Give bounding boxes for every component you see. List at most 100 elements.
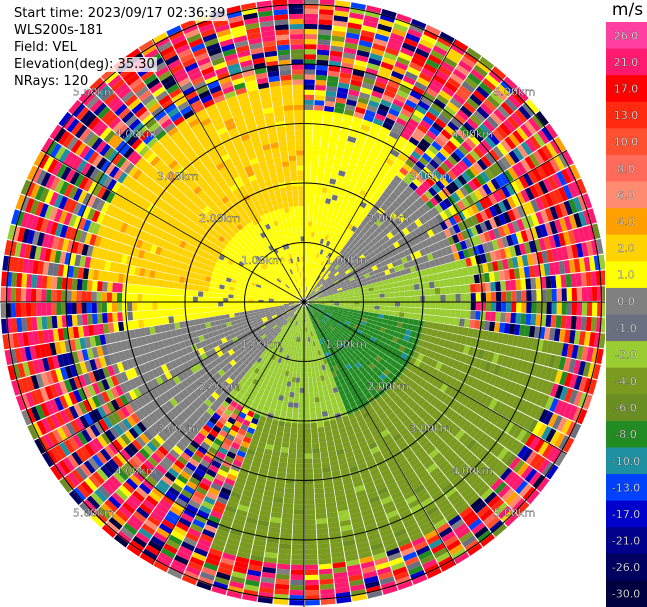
velocity-gate xyxy=(354,241,362,249)
velocity-gate xyxy=(174,459,186,470)
velocity-gate xyxy=(456,109,470,122)
velocity-gate xyxy=(311,371,316,378)
velocity-gate xyxy=(52,429,64,444)
velocity-gate xyxy=(221,514,234,524)
velocity-gate xyxy=(334,358,340,365)
velocity-gate xyxy=(378,341,386,348)
velocity-gate xyxy=(454,478,467,491)
velocity-gate xyxy=(101,391,111,404)
velocity-gate xyxy=(245,346,252,353)
velocity-gate xyxy=(368,441,378,450)
velocity-gate xyxy=(582,193,593,209)
velocity-gate xyxy=(199,393,208,403)
velocity-gate xyxy=(469,149,481,162)
velocity-gate xyxy=(265,417,273,425)
velocity-gate xyxy=(239,328,246,335)
velocity-gate xyxy=(357,224,365,232)
velocity-gate xyxy=(492,461,505,474)
velocity-gate xyxy=(377,23,393,33)
velocity-gate xyxy=(383,538,397,548)
velocity-gate xyxy=(373,286,379,291)
velocity-gate xyxy=(131,439,143,451)
velocity-gate xyxy=(391,126,402,136)
velocity-gate xyxy=(311,437,319,444)
velocity-gate xyxy=(525,433,537,448)
velocity-gate xyxy=(289,437,297,444)
velocity-gate xyxy=(253,354,260,361)
velocity-gate xyxy=(525,98,540,114)
velocity-gate xyxy=(402,162,412,172)
velocity-gate xyxy=(223,331,231,337)
velocity-gate xyxy=(120,526,135,540)
velocity-gate xyxy=(283,326,288,332)
velocity-gate xyxy=(503,470,517,484)
velocity-gate xyxy=(346,455,356,464)
velocity-gate xyxy=(367,490,379,499)
velocity-gate xyxy=(208,464,220,474)
velocity-gate xyxy=(349,276,355,282)
velocity-gate xyxy=(345,337,352,343)
velocity-gate xyxy=(375,396,384,405)
velocity-gate xyxy=(340,225,347,232)
velocity-gate xyxy=(335,325,341,331)
velocity-gate xyxy=(319,359,325,366)
velocity-gate xyxy=(172,501,186,513)
velocity-gate xyxy=(330,261,336,267)
velocity-gate xyxy=(503,76,518,91)
velocity-gate xyxy=(438,478,451,490)
velocity-gate xyxy=(373,509,386,519)
velocity-gate xyxy=(373,248,381,255)
velocity-gate xyxy=(304,337,307,343)
velocity-gate xyxy=(120,371,129,383)
velocity-gate xyxy=(225,335,232,342)
velocity-gate xyxy=(226,355,234,363)
velocity-gate xyxy=(505,436,517,450)
velocity-gate xyxy=(431,121,444,133)
velocity-gate xyxy=(327,362,333,369)
velocity-gate xyxy=(447,77,461,89)
velocity-gate xyxy=(317,166,325,173)
velocity-gate xyxy=(409,203,418,213)
velocity-gate xyxy=(524,349,532,362)
velocity-gate xyxy=(139,503,153,515)
velocity-gate xyxy=(124,392,134,404)
velocity-gate xyxy=(577,360,586,376)
velocity-gate xyxy=(151,487,165,499)
velocity-gate xyxy=(543,263,551,276)
velocity-gate xyxy=(247,569,262,577)
velocity-gate xyxy=(408,475,420,486)
velocity-gate xyxy=(35,404,46,420)
velocity-gate xyxy=(181,333,189,342)
velocity-gate xyxy=(370,166,380,175)
velocity-gate xyxy=(484,491,498,505)
velocity-gate xyxy=(260,314,267,319)
velocity-gate xyxy=(284,314,289,319)
velocity-gate xyxy=(396,13,412,24)
velocity-gate xyxy=(226,473,237,482)
velocity-gate xyxy=(323,316,329,322)
velocity-gate xyxy=(448,47,463,60)
velocity-gate xyxy=(341,231,348,239)
velocity-gate xyxy=(346,497,358,505)
velocity-gate xyxy=(388,315,394,321)
velocity-gate xyxy=(298,321,301,327)
velocity-gate xyxy=(356,101,368,110)
velocity-gate xyxy=(314,401,321,408)
velocity-gate xyxy=(198,481,210,492)
velocity-gate xyxy=(352,284,358,289)
velocity-gate xyxy=(413,236,421,245)
velocity-gate xyxy=(155,483,168,495)
velocity-gate xyxy=(580,272,587,287)
velocity-gate xyxy=(401,256,408,264)
velocity-gate xyxy=(308,300,315,302)
velocity-gate xyxy=(565,421,577,437)
velocity-gate xyxy=(390,325,397,332)
velocity-gate xyxy=(295,351,299,358)
velocity-gate xyxy=(340,394,348,402)
velocity-gate xyxy=(188,351,196,360)
velocity-gate xyxy=(414,465,426,476)
velocity-gate xyxy=(259,331,265,338)
velocity-gate xyxy=(402,126,414,137)
velocity-gate xyxy=(351,245,358,252)
velocity-gate xyxy=(374,305,380,310)
